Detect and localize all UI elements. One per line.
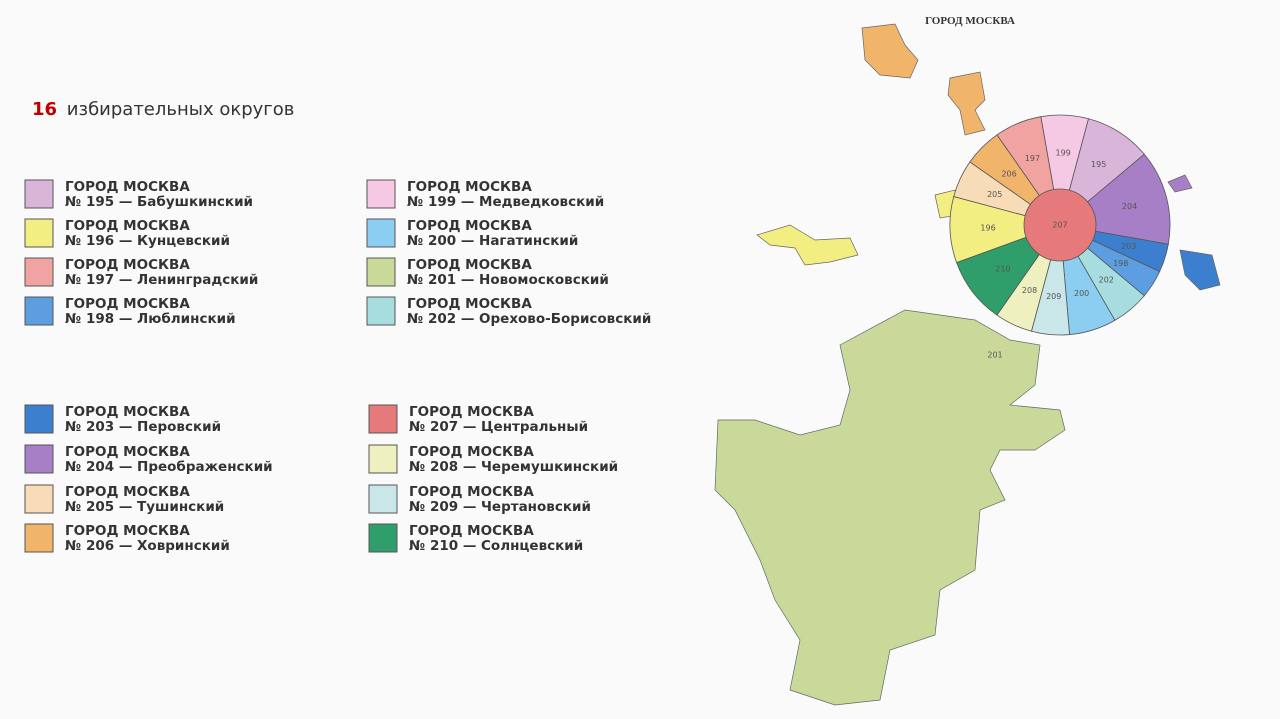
region: ГОРОД МОСКВА: [65, 257, 190, 273]
district: № 204 — Преображенский: [65, 459, 273, 475]
exclave: [1179, 249, 1221, 291]
map-title: ГОРОД МОСКВА: [925, 15, 1015, 27]
district: № 196 — Кунцевский: [65, 233, 230, 249]
district-area: [1023, 188, 1097, 262]
swatch: [24, 296, 54, 326]
region: ГОРОД МОСКВА: [409, 444, 534, 460]
map-label: 203: [1121, 242, 1136, 251]
region: ГОРОД МОСКВА: [65, 296, 190, 312]
region: ГОРОД МОСКВА: [65, 404, 190, 420]
region: ГОРОД МОСКВА: [65, 179, 190, 195]
region: ГОРОД МОСКВА: [407, 296, 532, 312]
map-label: 197: [1025, 154, 1040, 163]
map-label: 210: [995, 264, 1010, 273]
heading: 16 избирательных округов: [32, 99, 294, 120]
map-label: 198: [1113, 259, 1128, 268]
map-label: 200: [1074, 289, 1089, 298]
district: № 198 — Люблинский: [65, 311, 236, 327]
swatch: [366, 257, 396, 287]
map-label: 201: [987, 351, 1002, 360]
count: 16: [32, 99, 57, 120]
map-label: 204: [1122, 202, 1137, 211]
district: № 210 — Солнцевский: [409, 538, 583, 554]
swatch: [24, 179, 54, 209]
district: № 206 — Ховринский: [65, 538, 230, 554]
swatch: [24, 257, 54, 287]
swatch: [24, 218, 54, 248]
district: № 207 — Центральный: [409, 419, 588, 435]
swatch: [24, 444, 54, 474]
heading-text: избирательных округов: [67, 99, 295, 120]
swatch: [366, 179, 396, 209]
map-label: 199: [1056, 149, 1071, 158]
swatch: [368, 404, 398, 434]
district: № 200 — Нагатинский: [407, 233, 578, 249]
swatch: [24, 484, 54, 514]
district: № 202 — Орехово-Борисовский: [407, 311, 651, 327]
swatch: [368, 444, 398, 474]
region: ГОРОД МОСКВА: [407, 257, 532, 273]
region: ГОРОД МОСКВА: [409, 484, 534, 500]
swatch: [366, 218, 396, 248]
region: ГОРОД МОСКВА: [409, 404, 534, 420]
region: ГОРОД МОСКВА: [65, 523, 190, 539]
zelenograd: [861, 23, 919, 79]
exclave: [947, 71, 986, 136]
map-label: 196: [980, 224, 995, 233]
map-label: 195: [1091, 160, 1106, 169]
district-area: [714, 309, 1066, 706]
district: № 208 — Черемушкинский: [409, 459, 618, 475]
swatch: [366, 296, 396, 326]
district: № 201 — Новомосковский: [407, 272, 609, 288]
swatch: [24, 523, 54, 553]
region: ГОРОД МОСКВА: [65, 218, 190, 234]
region: ГОРОД МОСКВА: [407, 179, 532, 195]
district: № 209 — Чертановский: [409, 499, 591, 515]
district: № 199 — Медведковский: [407, 194, 604, 210]
map-label: 209: [1046, 292, 1061, 301]
map-label: 205: [987, 190, 1002, 199]
swatch: [368, 523, 398, 553]
map-label: 206: [1001, 170, 1016, 179]
map: 195 196 197 198 199 200 201 202 203 204 205 206 207 2…: [714, 23, 1221, 706]
district-area: [1040, 114, 1089, 226]
district: № 195 — Бабушкинский: [65, 194, 253, 210]
map-label: 208: [1022, 286, 1037, 295]
map-label: 202: [1099, 276, 1114, 285]
map-label: 207: [1052, 221, 1067, 230]
region: ГОРОД МОСКВА: [407, 218, 532, 234]
district: № 205 — Тушинский: [65, 499, 224, 515]
district: № 203 — Перовский: [65, 419, 221, 435]
district: № 197 — Ленинградский: [65, 272, 258, 288]
swatch: [24, 404, 54, 434]
region: ГОРОД МОСКВА: [409, 523, 534, 539]
region: ГОРОД МОСКВА: [65, 444, 190, 460]
region: ГОРОД МОСКВА: [65, 484, 190, 500]
exclave: [756, 224, 859, 266]
swatch: [368, 484, 398, 514]
exclave: [1167, 174, 1193, 193]
